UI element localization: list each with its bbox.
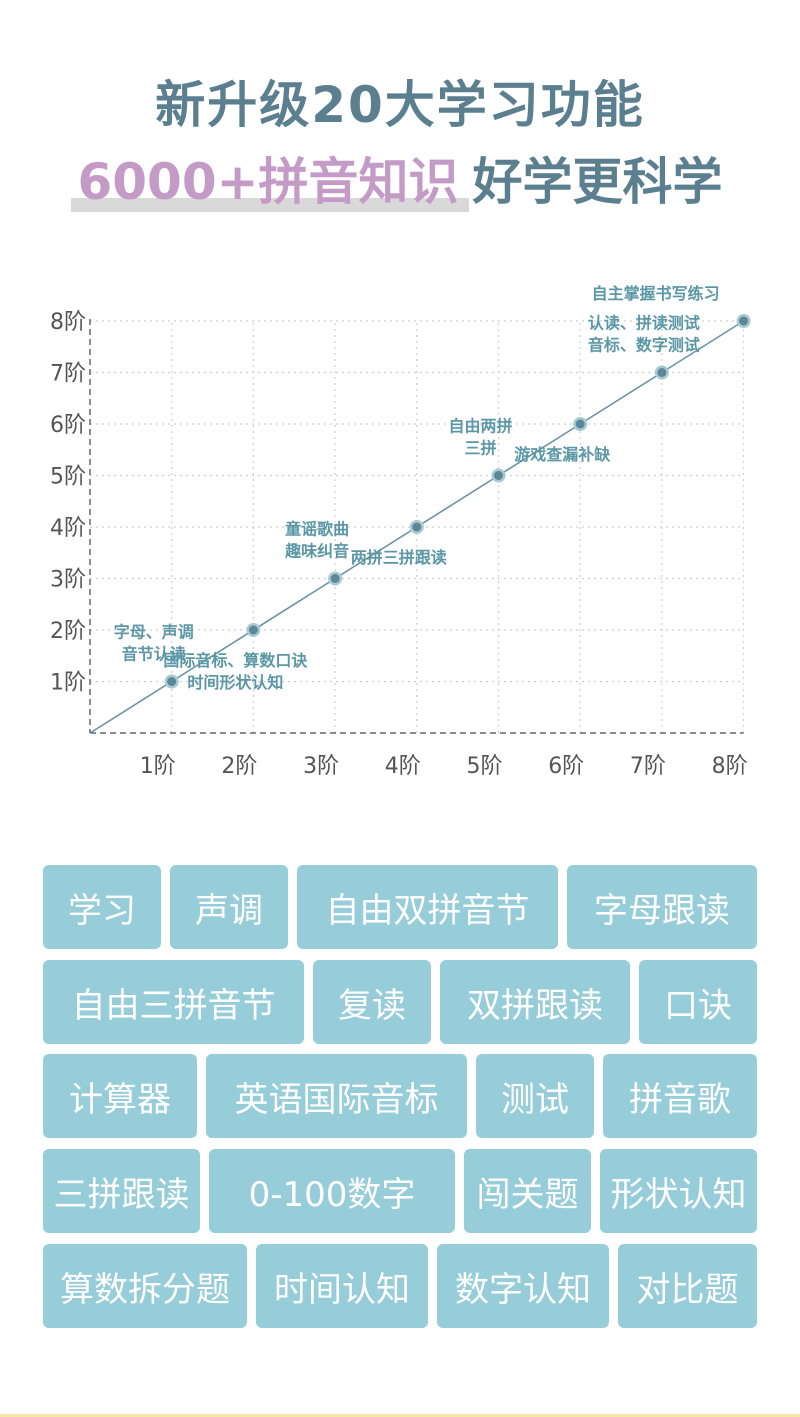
data-point [167, 677, 177, 686]
feature-tag[interactable]: 数字认知 [437, 1244, 609, 1328]
x-tick-label: 3阶 [303, 754, 339, 779]
data-point [412, 522, 422, 532]
feature-tag[interactable]: 双拼跟读 [440, 960, 630, 1044]
tag-row: 自由三拼音节 复读 双拼跟读 口诀 [43, 960, 757, 1044]
bottom-divider [0, 1414, 800, 1417]
annotation-label: 游戏查漏补缺 [514, 445, 611, 464]
feature-tag[interactable]: 字母跟读 [567, 865, 757, 949]
data-point [739, 316, 749, 326]
data-point [575, 419, 585, 429]
y-tick-label: 8阶 [50, 310, 86, 335]
feature-tag[interactable]: 时间认知 [256, 1244, 428, 1328]
highlight-underline [71, 198, 469, 212]
annotation-label: 三拼 [464, 439, 496, 458]
annotation-label: 字母、声调 [114, 623, 194, 642]
feature-tag[interactable]: 三拼跟读 [43, 1149, 200, 1233]
tag-row: 学习 声调 自由双拼音节 字母跟读 [43, 865, 757, 949]
x-tick-label: 6阶 [548, 754, 584, 779]
data-point [657, 368, 667, 377]
x-tick-label: 5阶 [467, 754, 503, 779]
y-tick-label: 4阶 [50, 516, 86, 541]
highlight-text: 6000+拼音知识 [77, 153, 459, 211]
x-tick-label: 1阶 [140, 754, 176, 779]
annotation-label: 两拼三拼跟读 [351, 548, 447, 567]
y-tick-label: 6阶 [50, 413, 86, 438]
annotation-label: 自主掌握书写练习 [592, 284, 720, 303]
growth-chart: 1阶 2阶 3阶 4阶 5阶 6阶 7阶 8阶1阶2阶3阶4阶5阶6阶7阶8阶字母、声调音节认… [50, 284, 751, 779]
annotation-label: 自由两拼 [448, 417, 512, 436]
header: 新升级20大学习功能 6000+拼音知识 好学更科学 [0, 70, 800, 220]
y-tick-label: 5阶 [50, 465, 86, 490]
feature-tag[interactable]: 闯关题 [464, 1149, 591, 1233]
annotation-label: 时间形状认知 [187, 673, 283, 692]
data-point [494, 471, 503, 480]
feature-tag[interactable]: 算数拆分题 [43, 1244, 247, 1328]
feature-tag[interactable]: 对比题 [618, 1244, 757, 1328]
data-point [330, 574, 340, 583]
x-tick-label: 4阶 [385, 754, 421, 779]
annotation-label: 音标、数字测试 [588, 336, 700, 355]
tag-row: 算数拆分题 时间认知 数字认知 对比题 [43, 1244, 757, 1328]
highlight-group: 6000+拼音知识 [71, 144, 469, 220]
feature-tag[interactable]: 学习 [43, 865, 161, 949]
annotation-label: 认读、拼读测试 [588, 314, 700, 333]
feature-tag[interactable]: 声调 [170, 865, 288, 949]
annotation-label: 趣味纠音 [284, 542, 349, 561]
feature-tag[interactable]: 复读 [313, 960, 431, 1044]
annotation-label: 童谣歌曲 [285, 520, 349, 539]
x-tick-label: 7阶 [630, 754, 666, 779]
y-tick-label: 7阶 [50, 362, 86, 387]
feature-tag[interactable]: 英语国际音标 [206, 1054, 467, 1138]
feature-tag[interactable]: 拼音歌 [603, 1054, 757, 1138]
tag-row: 三拼跟读 0-100数字 闯关题 形状认知 [43, 1149, 757, 1233]
annotation-label: 音节认读 [122, 645, 186, 664]
feature-tag[interactable]: 自由双拼音节 [297, 865, 558, 949]
x-tick-label: 2阶 [221, 754, 257, 779]
x-tick-label: 8阶 [712, 754, 748, 779]
y-tick-label: 1阶 [50, 671, 86, 696]
title-line-1: 新升级20大学习功能 [155, 76, 645, 134]
feature-tag[interactable]: 测试 [476, 1054, 594, 1138]
y-tick-label: 2阶 [50, 619, 86, 644]
feature-tag[interactable]: 形状认知 [600, 1149, 757, 1233]
feature-tag[interactable]: 0-100数字 [209, 1149, 455, 1233]
data-point [248, 625, 258, 635]
feature-tag[interactable]: 自由三拼音节 [43, 960, 304, 1044]
feature-tag[interactable]: 计算器 [43, 1054, 197, 1138]
annotation-label: 国际音标、算数口诀 [163, 651, 308, 670]
y-tick-label: 3阶 [50, 568, 86, 593]
tag-row: 计算器 英语国际音标 测试 拼音歌 [43, 1054, 757, 1138]
title-rest-text: 好学更科学 [472, 153, 723, 211]
feature-tag[interactable]: 口诀 [639, 960, 757, 1044]
title-line-2: 6000+拼音知识 好学更科学 [0, 144, 800, 220]
